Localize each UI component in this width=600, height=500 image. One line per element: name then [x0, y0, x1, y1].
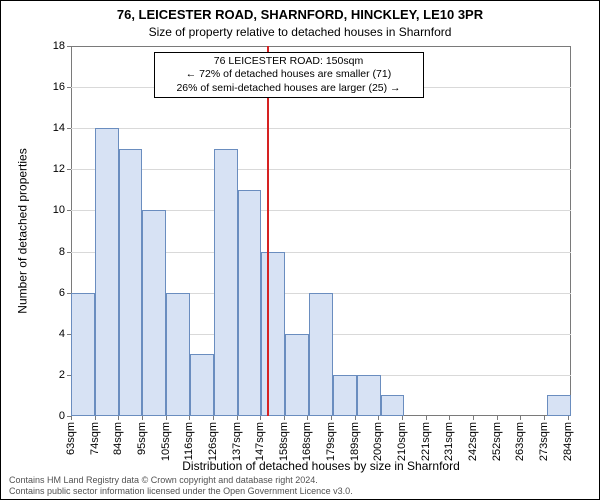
plot-area: 02468101214161863sqm74sqm84sqm95sqm105sq… — [71, 46, 571, 416]
x-tick-label: 284sqm — [562, 422, 574, 461]
annotation-line: ← 72% of detached houses are smaller (71… — [161, 68, 417, 82]
histogram-bar — [381, 395, 405, 416]
x-tick-mark — [378, 416, 379, 420]
x-tick-label: 231sqm — [443, 422, 455, 461]
x-tick-mark — [355, 416, 356, 420]
x-tick-mark — [166, 416, 167, 420]
x-tick-mark — [402, 416, 403, 420]
annotation-box: 76 LEICESTER ROAD: 150sqm← 72% of detach… — [154, 52, 424, 99]
gridline — [71, 128, 571, 129]
y-tick-mark — [67, 87, 71, 88]
x-tick-label: 200sqm — [372, 422, 384, 461]
x-tick-label: 137sqm — [231, 422, 243, 461]
y-tick-mark — [67, 169, 71, 170]
footer-line-2: Contains public sector information licen… — [9, 486, 353, 496]
x-tick-mark — [331, 416, 332, 420]
x-tick-label: 210sqm — [396, 422, 408, 461]
title-main: 76, LEICESTER ROAD, SHARNFORD, HINCKLEY,… — [1, 7, 599, 22]
x-tick-label: 242sqm — [467, 422, 479, 461]
histogram-bar — [71, 293, 95, 416]
x-tick-label: 158sqm — [278, 422, 290, 461]
x-tick-label: 95sqm — [136, 422, 148, 455]
x-tick-label: 116sqm — [183, 422, 195, 460]
x-tick-mark — [426, 416, 427, 420]
x-tick-mark — [544, 416, 545, 420]
histogram-bar — [238, 190, 262, 416]
x-tick-mark — [237, 416, 238, 420]
histogram-bar — [142, 210, 166, 416]
x-tick-mark — [497, 416, 498, 420]
x-tick-mark — [307, 416, 308, 420]
y-tick-mark — [67, 46, 71, 47]
histogram-bar — [547, 395, 571, 416]
x-tick-label: 273sqm — [538, 422, 550, 461]
x-tick-label: 221sqm — [420, 422, 432, 461]
y-tick-mark — [67, 252, 71, 253]
y-tick-label: 0 — [59, 410, 65, 422]
y-tick-label: 8 — [59, 246, 65, 258]
histogram-bar — [214, 149, 238, 416]
y-tick-mark — [67, 210, 71, 211]
x-tick-mark — [284, 416, 285, 420]
y-tick-label: 16 — [53, 81, 65, 93]
x-tick-mark — [520, 416, 521, 420]
y-tick-label: 10 — [53, 204, 65, 216]
x-tick-mark — [189, 416, 190, 420]
histogram-bar — [261, 252, 285, 416]
y-tick-label: 12 — [53, 163, 65, 175]
annotation-line: 76 LEICESTER ROAD: 150sqm — [161, 55, 417, 69]
x-tick-label: 168sqm — [301, 422, 313, 461]
annotation-line: 26% of semi-detached houses are larger (… — [161, 82, 417, 96]
x-tick-mark — [142, 416, 143, 420]
x-tick-mark — [260, 416, 261, 420]
x-tick-mark — [473, 416, 474, 420]
histogram-bar — [95, 128, 119, 416]
x-tick-label: 179sqm — [325, 422, 337, 461]
histogram-bar — [190, 354, 214, 416]
y-tick-label: 14 — [53, 122, 65, 134]
x-tick-label: 105sqm — [160, 422, 172, 461]
y-axis-label: Number of detached properties — [15, 46, 31, 416]
y-tick-label: 6 — [59, 287, 65, 299]
x-tick-mark — [71, 416, 72, 420]
gridline — [71, 169, 571, 170]
histogram-bar — [285, 334, 309, 416]
x-tick-mark — [95, 416, 96, 420]
x-tick-label: 252sqm — [491, 422, 503, 461]
x-tick-label: 189sqm — [349, 422, 361, 461]
x-tick-label: 63sqm — [65, 422, 77, 455]
x-tick-mark — [213, 416, 214, 420]
histogram-bar — [119, 149, 143, 416]
y-tick-label: 4 — [59, 328, 65, 340]
x-tick-mark — [449, 416, 450, 420]
histogram-bar — [166, 293, 190, 416]
histogram-bar — [333, 375, 357, 416]
reference-line — [267, 46, 269, 416]
x-tick-mark — [568, 416, 569, 420]
y-tick-label: 18 — [53, 40, 65, 52]
x-tick-label: 147sqm — [254, 422, 266, 461]
chart-figure: 76, LEICESTER ROAD, SHARNFORD, HINCKLEY,… — [0, 0, 600, 500]
title-sub: Size of property relative to detached ho… — [1, 25, 599, 39]
x-tick-label: 84sqm — [112, 422, 124, 455]
x-tick-label: 74sqm — [89, 422, 101, 455]
histogram-bar — [309, 293, 333, 416]
x-tick-mark — [118, 416, 119, 420]
footer-attribution: Contains HM Land Registry data © Crown c… — [9, 475, 353, 496]
x-tick-label: 126sqm — [207, 422, 219, 461]
x-tick-label: 263sqm — [514, 422, 526, 461]
y-tick-mark — [67, 128, 71, 129]
footer-line-1: Contains HM Land Registry data © Crown c… — [9, 475, 353, 485]
x-axis-label: Distribution of detached houses by size … — [71, 459, 571, 473]
histogram-bar — [357, 375, 381, 416]
y-tick-label: 2 — [59, 369, 65, 381]
